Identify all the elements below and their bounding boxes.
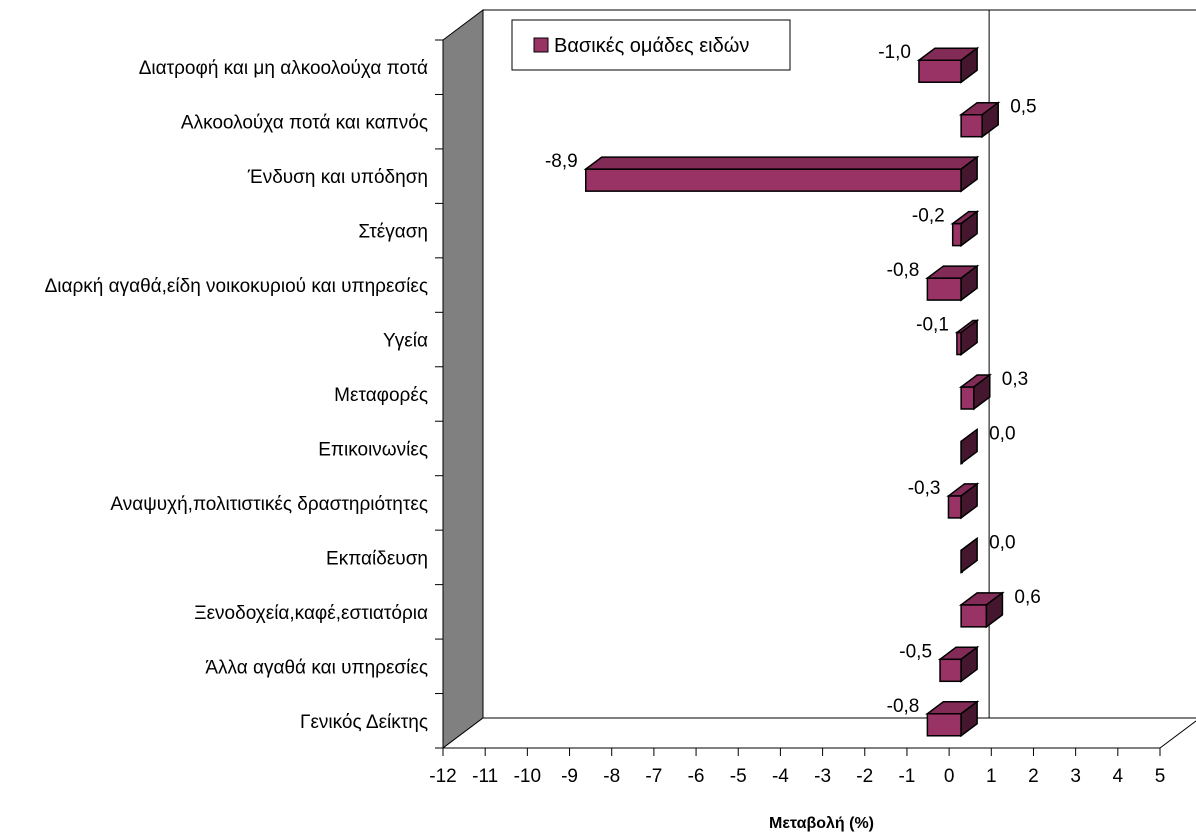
x-tick-label: -1	[898, 766, 915, 787]
bar-side	[960, 700, 978, 738]
data-label: 0,5	[1010, 97, 1036, 118]
bar-front	[584, 168, 962, 192]
category-label: Μεταφορές	[334, 385, 428, 406]
x-tick-label: -6	[688, 766, 705, 787]
x-tick-label: -2	[856, 766, 873, 787]
bar-side	[960, 264, 978, 302]
bar-side	[960, 536, 978, 574]
bar-front	[960, 386, 975, 410]
category-label: Ξενοδοχεία,καφέ,εστιατόρια	[194, 603, 428, 624]
x-axis-title: Μεταβολή (%)	[769, 815, 874, 832]
x-tick-label: 1	[986, 766, 997, 787]
bar-side	[960, 482, 978, 520]
data-label: 0,6	[1014, 587, 1040, 608]
bar-side	[960, 645, 978, 683]
bar-side	[960, 319, 978, 357]
legend-label: Βασικές ομάδες ειδών	[554, 35, 749, 57]
bar-top	[583, 156, 980, 170]
x-tick-label: -3	[814, 766, 831, 787]
data-label: 0,3	[1002, 369, 1028, 390]
x-tick-label: -4	[772, 766, 789, 787]
side-wall	[442, 9, 484, 749]
x-tick-label: -12	[429, 766, 456, 787]
data-label: -0,8	[887, 696, 920, 717]
x-tick-label: -10	[514, 766, 541, 787]
data-label: 0,0	[989, 532, 1015, 553]
legend-box	[511, 19, 791, 71]
bar-front	[939, 658, 962, 683]
data-label: -0,3	[908, 478, 941, 499]
bar-side	[960, 210, 978, 248]
data-label: -1,0	[878, 42, 911, 63]
category-label: Στέγαση	[358, 222, 428, 243]
category-label: Επικοινωνίες	[318, 439, 428, 460]
category-label: Διαρκή αγαθά,είδη νοικοκυριού και υπηρεσ…	[45, 276, 428, 297]
x-tick-label: -7	[645, 766, 662, 787]
data-label: -0,1	[916, 315, 949, 336]
bar-side	[985, 591, 1004, 629]
data-label: -0,8	[887, 260, 920, 281]
bar-front	[918, 59, 962, 83]
floor	[441, 717, 1196, 749]
legend-swatch	[533, 37, 549, 53]
data-label: -0,2	[912, 206, 945, 227]
bar-front	[960, 113, 983, 138]
bar-front	[926, 713, 962, 737]
bar-side	[960, 155, 978, 193]
x-tick-label: 5	[1155, 766, 1166, 787]
x-tick-label: -8	[603, 766, 620, 787]
bar-front	[960, 604, 988, 628]
x-tick-label: 0	[944, 766, 955, 787]
category-label: Διατροφή και μη αλκοολούχα ποτά	[139, 58, 428, 79]
category-label: Ένδυση και υπόδηση	[247, 167, 428, 188]
bar-side	[960, 427, 978, 465]
data-label: 0,0	[989, 423, 1015, 444]
x-tick-label: -5	[730, 766, 747, 787]
x-tick-label: -9	[561, 766, 578, 787]
category-label: Εκπαίδευση	[326, 548, 428, 569]
bar-side	[973, 373, 991, 411]
bar-front	[947, 495, 962, 519]
x-tick-label: 4	[1113, 766, 1124, 787]
category-label: Αναψυχή,πολιτιστικές δραστηριότητες	[110, 494, 428, 515]
x-tick-label: 3	[1070, 766, 1081, 787]
category-label: Αλκοολούχα ποτά και καπνός	[181, 113, 428, 134]
x-tick-label: -11	[472, 766, 498, 787]
data-label: -8,9	[545, 151, 578, 172]
bar-front	[926, 277, 962, 301]
back-wall	[482, 9, 1196, 719]
category-label: Άλλα αγαθά και υπηρεσίες	[205, 657, 428, 678]
bar-side	[981, 101, 999, 139]
bar-side	[960, 46, 978, 84]
category-label: Γενικός Δείκτης	[300, 712, 428, 733]
bar-front	[951, 222, 962, 247]
data-label: -0,5	[899, 641, 932, 662]
x-tick-label: 2	[1028, 766, 1039, 787]
category-label: Υγεία	[383, 331, 428, 352]
